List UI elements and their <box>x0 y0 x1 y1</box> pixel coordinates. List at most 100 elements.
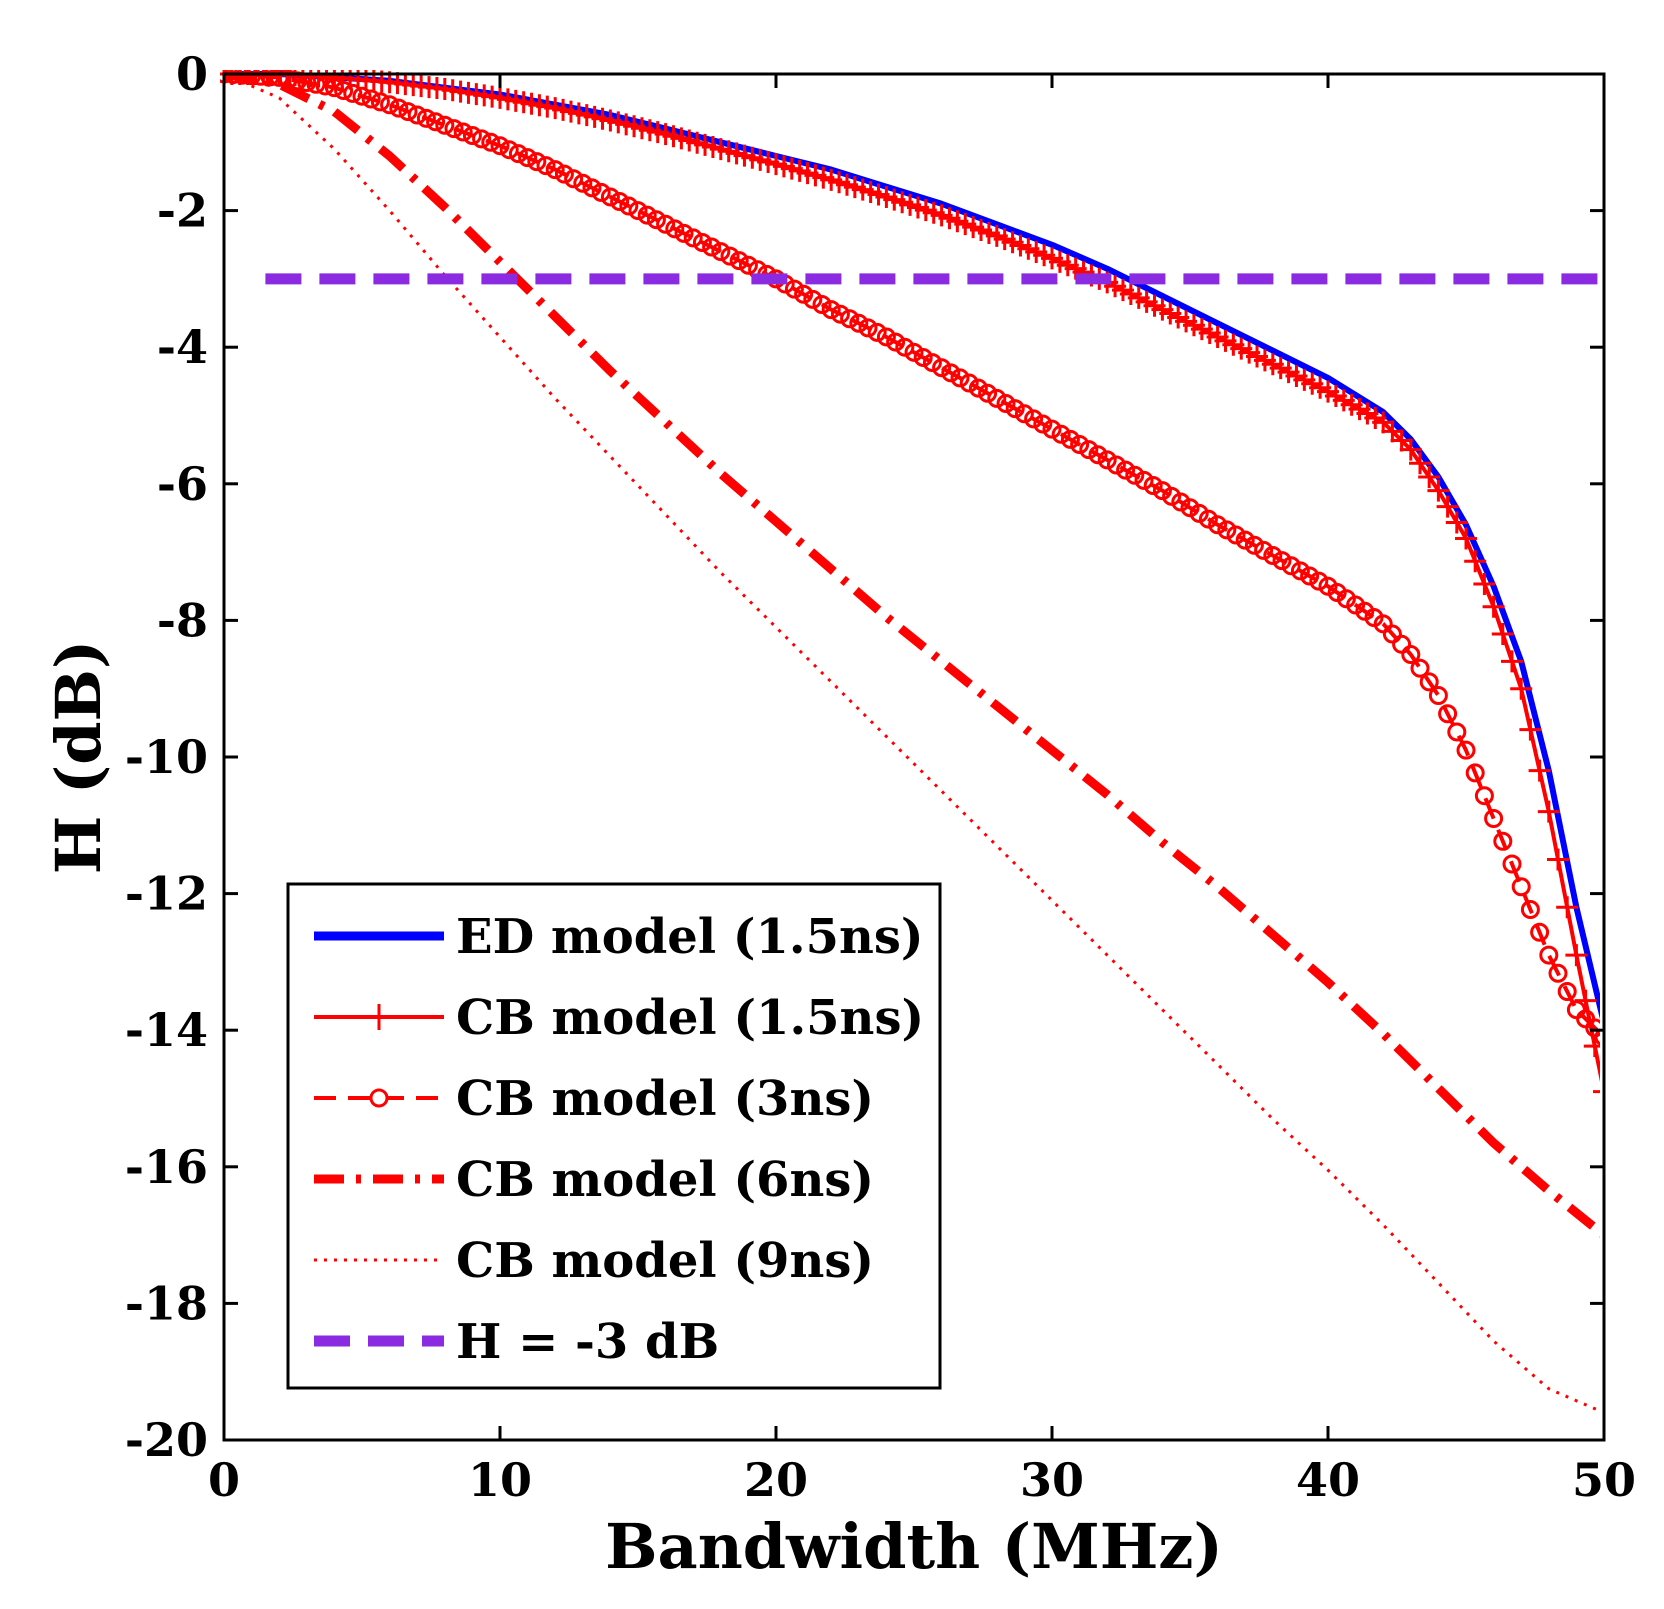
legend-label: CB model (6ns) <box>456 1152 874 1208</box>
legend-item: CB model (1.5ns) <box>314 990 924 1046</box>
legend-item: ED model (1.5ns) <box>314 909 924 965</box>
marker-circle <box>1051 424 1071 444</box>
marker-circle <box>1079 440 1099 460</box>
marker-circle <box>573 173 593 193</box>
marker-circle <box>913 347 933 367</box>
series-4 <box>223 70 1600 1238</box>
marker-circle <box>1401 645 1421 665</box>
series-line-3 <box>223 72 1600 1036</box>
marker-plus <box>1528 759 1551 782</box>
marker-plus <box>1537 800 1560 823</box>
marker-circle <box>794 284 814 304</box>
marker-circle <box>1594 1028 1600 1046</box>
marker-circle <box>1419 672 1439 692</box>
y-tick-label: -2 <box>157 184 208 238</box>
marker-circle <box>932 358 952 378</box>
marker-circle <box>564 169 584 189</box>
marker-circle <box>840 309 860 329</box>
y-axis-label: H (dB) <box>42 640 115 875</box>
marker-circle <box>904 342 924 362</box>
y-tick-label: 0 <box>176 47 208 101</box>
x-tick-label: 20 <box>744 1453 808 1507</box>
y-tick-label: -8 <box>157 593 208 647</box>
marker-plus <box>1565 944 1588 967</box>
marker-circle <box>1456 740 1476 760</box>
series-layer <box>220 70 1600 1413</box>
marker-circle <box>1143 476 1163 496</box>
marker-circle <box>692 232 712 252</box>
marker-circle <box>1088 445 1108 465</box>
marker-plus <box>1418 465 1441 488</box>
marker-circle <box>950 368 970 388</box>
marker-circle <box>269 70 289 87</box>
marker-circle <box>600 187 620 207</box>
marker-circle <box>389 98 409 118</box>
marker-circle <box>637 205 657 225</box>
y-tick-label: -12 <box>125 867 208 921</box>
legend-item: H = -3 dB <box>314 1314 719 1370</box>
marker-plus <box>1547 848 1569 871</box>
x-tick-label: 10 <box>468 1453 532 1507</box>
marker-circle <box>545 160 565 180</box>
marker-circle <box>1520 900 1540 920</box>
marker-circle <box>1272 551 1292 571</box>
y-tick-label: -6 <box>157 457 208 511</box>
marker-circle <box>1474 786 1494 806</box>
marker-circle <box>858 318 878 338</box>
legend-item: CB model (6ns) <box>314 1152 874 1208</box>
marker-circle <box>987 388 1007 408</box>
marker-circle <box>1511 877 1531 897</box>
marker-circle <box>1097 450 1117 470</box>
marker-circle <box>720 246 740 266</box>
legend-label: CB model (1.5ns) <box>456 990 924 1046</box>
marker-circle <box>352 86 372 106</box>
series-5 <box>223 72 1600 1413</box>
marker-circle <box>1281 556 1301 576</box>
marker-plus <box>1593 1090 1600 1094</box>
y-tick-label: -4 <box>157 320 208 374</box>
marker-circle <box>1033 414 1053 434</box>
marker-circle <box>702 237 722 257</box>
marker-circle <box>1254 540 1274 560</box>
marker-circle <box>324 78 344 98</box>
marker-circle <box>343 83 363 103</box>
marker-circle <box>1235 530 1255 550</box>
marker-circle <box>1539 945 1559 965</box>
marker-circle <box>1244 535 1264 555</box>
legend: ED model (1.5ns) CB model (1.5ns) CB model… <box>286 882 942 1390</box>
marker-circle <box>481 132 501 152</box>
marker-plus <box>1510 677 1533 700</box>
marker-circle <box>738 255 758 275</box>
marker-circle <box>527 152 547 172</box>
legend-item: CB model (3ns) <box>314 1071 874 1127</box>
marker-plus <box>1519 718 1542 741</box>
legend-box <box>286 882 942 1390</box>
marker-plus <box>1464 550 1487 573</box>
marker-circle <box>536 156 556 176</box>
marker-circle <box>1530 922 1550 942</box>
marker-circle <box>1410 658 1430 678</box>
marker-circle <box>830 304 850 324</box>
marker-circle <box>803 289 823 309</box>
marker-circle <box>1300 566 1320 586</box>
marker-circle <box>1060 429 1080 449</box>
marker-circle <box>821 300 841 320</box>
marker-circle <box>1070 435 1090 455</box>
marker-circle <box>315 76 335 96</box>
marker-circle <box>1125 465 1145 485</box>
marker-circle <box>1217 520 1237 540</box>
marker-plus <box>1409 452 1431 475</box>
y-tick-label: -14 <box>125 1003 208 1057</box>
marker-circle <box>1557 981 1577 1001</box>
series-line-5 <box>223 72 1600 1413</box>
marker-plus <box>1427 479 1450 502</box>
marker-circle <box>1290 561 1310 581</box>
marker-plus <box>1501 650 1523 673</box>
marker-circle <box>508 144 528 164</box>
marker-circle <box>968 378 988 398</box>
x-tick-label: 0 <box>208 1453 240 1507</box>
marker-circle <box>784 279 804 299</box>
marker-circle <box>490 136 510 156</box>
